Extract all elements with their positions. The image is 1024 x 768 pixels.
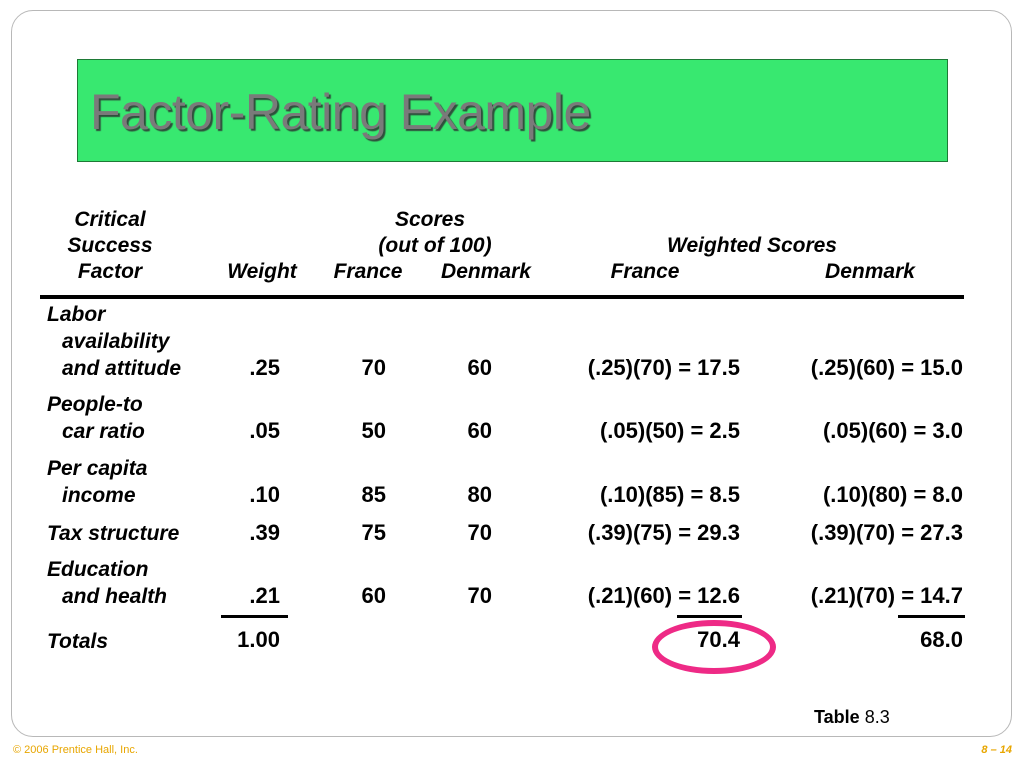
footer-page-number: 8 – 14 (981, 744, 1012, 756)
ws-denmark-cell: (.10)(80) = 8.0 (822, 482, 963, 507)
denmark-score-cell: 60 (467, 418, 492, 443)
ws-denmark-cell: (.21)(70) = 14.7 (810, 583, 963, 608)
ws-france-cell: (.39)(75) = 29.3 (587, 520, 740, 545)
france-score-cell: 50 (361, 418, 386, 443)
weight-cell: .39 (249, 520, 280, 545)
header-weighted-scores: Weighted Scores (667, 234, 837, 257)
factor-label: car ratio (62, 420, 145, 443)
header-scores: Scores (394, 208, 466, 231)
title-banner (77, 59, 948, 162)
header-critical: Critical (74, 208, 146, 231)
factor-label: People-to (47, 393, 143, 416)
footer-copyright: © 2006 Prentice Hall, Inc. (13, 744, 138, 756)
total-weight-cell: 1.00 (237, 627, 280, 652)
total-ws-denmark-cell: 68.0 (920, 627, 963, 652)
factor-label: and attitude (62, 357, 181, 380)
ws-france-cell: (.21)(60) = 12.6 (587, 583, 740, 608)
factor-label: Per capita (47, 457, 148, 480)
ws-denmark-cell: (.25)(60) = 15.0 (810, 355, 963, 380)
header-denmark: Denmark (441, 260, 531, 283)
header-ws-denmark: Denmark (825, 260, 915, 283)
factor-label: Education (47, 558, 149, 581)
denmark-score-cell: 80 (467, 482, 492, 507)
ws-denmark-cell: (.05)(60) = 3.0 (822, 418, 963, 443)
header-factor: Factor (77, 260, 143, 283)
france-score-cell: 60 (361, 583, 386, 608)
header-divider (40, 295, 964, 299)
denmark-score-cell: 70 (467, 583, 492, 608)
weight-cell: .05 (249, 418, 280, 443)
table-ref-label: Table (814, 707, 860, 727)
totals-label: Totals (47, 630, 109, 653)
table-ref-number: 8.3 (864, 707, 890, 727)
france-score-cell: 75 (361, 520, 386, 545)
factor-label: Tax structure (47, 522, 180, 545)
france-score-cell: 70 (361, 355, 386, 380)
header-success: Success (67, 234, 153, 257)
factor-label: Labor (47, 303, 106, 326)
weight-cell: .21 (249, 583, 280, 608)
ws-denmark-sum-rule (898, 615, 965, 618)
weight-sum-rule (221, 615, 288, 618)
factor-label: availability (62, 330, 170, 353)
weight-cell: .25 (249, 355, 280, 380)
highlight-circle (652, 620, 776, 674)
france-score-cell: 85 (361, 482, 386, 507)
table-reference: Table 8.3 (814, 707, 890, 728)
ws-france-sum-rule (677, 615, 742, 618)
weight-cell: .10 (249, 482, 280, 507)
slide-frame (11, 10, 1012, 737)
denmark-score-cell: 60 (467, 355, 492, 380)
ws-france-cell: (.25)(70) = 17.5 (587, 355, 740, 380)
ws-france-cell: (.05)(50) = 2.5 (599, 418, 740, 443)
ws-denmark-cell: (.39)(70) = 27.3 (810, 520, 963, 545)
header-france: France (333, 260, 403, 283)
factor-label: and health (62, 585, 168, 608)
header-out-of: (out of 100) (378, 234, 492, 257)
factor-label: income (62, 484, 136, 507)
slide-title: Factor-Rating Example (90, 84, 591, 140)
denmark-score-cell: 70 (467, 520, 492, 545)
header-weight: Weight (227, 260, 297, 283)
ws-france-cell: (.10)(85) = 8.5 (599, 482, 740, 507)
header-ws-france: France (610, 260, 680, 283)
